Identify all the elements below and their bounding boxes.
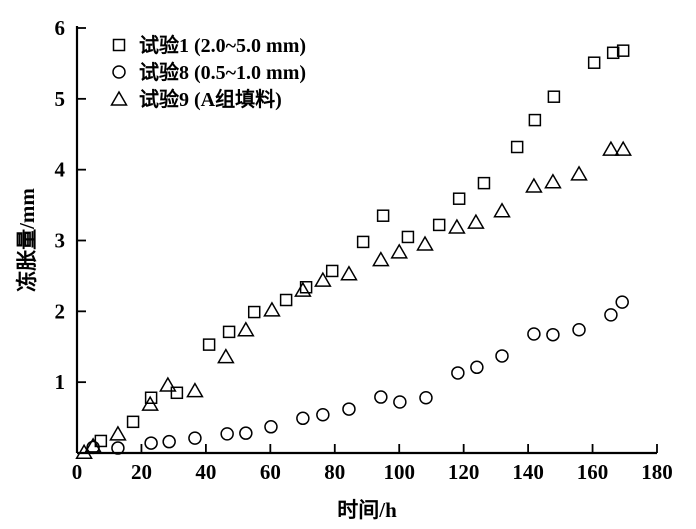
point-triangle-series-3 [159, 376, 177, 392]
x-tick-label: 40 [195, 460, 216, 484]
point-triangle-series-3 [467, 213, 485, 229]
x-tick-label: 20 [131, 460, 152, 484]
point-triangle-series-3 [84, 437, 102, 453]
point-triangle-series-3 [263, 301, 281, 317]
point-circle-series-2 [527, 327, 541, 341]
point-circle-series-2 [264, 420, 278, 434]
legend: 试验1 (2.0~5.0 mm) 试验8 (0.5~1.0 mm) 试验9 (A组填… [110, 33, 306, 111]
point-square-series-1 [528, 113, 542, 127]
point-square-series-1 [126, 415, 140, 429]
x-tick-label: 140 [512, 460, 544, 484]
point-triangle-series-3 [448, 218, 466, 234]
point-circle-series-2 [316, 408, 330, 422]
point-circle-series-2 [374, 390, 388, 404]
y-tick-label: 2 [55, 299, 66, 323]
point-square-series-1 [510, 140, 524, 154]
point-square-series-1 [325, 264, 339, 278]
x-tick-label: 80 [324, 460, 345, 484]
point-circle-series-2 [393, 395, 407, 409]
point-triangle-series-3 [544, 173, 562, 189]
point-circle-series-2 [495, 349, 509, 363]
x-axis-label: 时间/h [337, 498, 397, 522]
point-square-series-1 [202, 338, 216, 351]
point-triangle-series-3 [390, 243, 409, 259]
point-circle-series-2 [162, 434, 176, 449]
point-triangle-series-3 [602, 140, 620, 156]
point-circle-series-2 [86, 440, 100, 455]
legend-marker-circle [112, 65, 126, 79]
point-square-series-1 [477, 176, 491, 190]
point-circle-series-2 [220, 427, 234, 441]
y-tick-label: 5 [55, 87, 66, 111]
point-circle-series-2 [111, 441, 125, 455]
point-circle-series-2 [615, 295, 629, 309]
x-tick-label: 0 [72, 460, 83, 484]
point-square-series-1 [247, 305, 261, 319]
point-triangle-series-3 [570, 165, 588, 181]
point-circle-series-2 [342, 402, 356, 416]
point-triangle-series-3 [109, 425, 127, 441]
x-tick-label: 180 [641, 460, 673, 484]
point-circle-series-2 [144, 436, 158, 450]
point-triangle-series-3 [614, 140, 632, 156]
point-triangle-series-3 [416, 235, 434, 251]
y-tick-label: 3 [55, 229, 66, 253]
point-circle-series-2 [572, 323, 586, 337]
point-triangle-series-3 [294, 281, 312, 297]
point-triangle-series-3 [314, 271, 332, 287]
point-square-series-1 [587, 56, 601, 69]
legend-marker-triangle [110, 90, 128, 106]
data-marks [75, 44, 632, 460]
point-square-series-1 [452, 192, 466, 205]
point-triangle-series-3 [525, 177, 543, 193]
point-triangle-series-3 [237, 321, 255, 337]
y-tick-label: 4 [55, 158, 66, 182]
point-square-series-1 [356, 235, 370, 249]
point-triangle-series-3 [141, 395, 159, 411]
point-triangle-series-3 [372, 251, 390, 267]
point-circle-series-2 [188, 431, 202, 445]
point-square-series-1 [279, 293, 293, 307]
point-square-series-1 [376, 209, 390, 222]
point-circle-series-2 [419, 391, 433, 405]
point-square-series-1 [144, 391, 158, 404]
point-triangle-series-3 [186, 382, 204, 398]
point-circle-series-2 [239, 426, 253, 440]
axes: 0 20 40 60 80 100 120 140 160 180 1 2 3 4 5 6 [55, 16, 673, 484]
point-circle-series-2 [604, 308, 618, 322]
legend-label: 试验9 (A组填料) [139, 87, 282, 111]
point-circle-series-2 [470, 360, 484, 375]
point-triangle-series-3 [493, 202, 511, 218]
x-tick-label: 100 [383, 460, 415, 484]
x-tick-label: 120 [448, 460, 480, 484]
y-tick-label: 6 [55, 16, 66, 40]
point-square-series-1 [606, 46, 620, 60]
point-square-series-1 [616, 44, 630, 57]
y-tick-label: 1 [55, 370, 66, 394]
point-square-series-1 [401, 230, 415, 244]
x-tick-label: 60 [260, 460, 281, 484]
point-square-series-1 [547, 90, 561, 103]
point-circle-series-2 [296, 411, 310, 426]
point-triangle-series-3 [217, 348, 235, 364]
y-axis-label: 冻胀量/mm [15, 188, 39, 292]
legend-label: 试验8 (0.5~1.0 mm) [139, 60, 306, 84]
point-triangle-series-3 [340, 265, 358, 281]
point-circle-series-2 [546, 327, 560, 342]
legend-marker-square [112, 38, 126, 52]
legend-label: 试验1 (2.0~5.0 mm) [139, 33, 306, 57]
point-square-series-1 [170, 386, 184, 400]
point-square-series-1 [94, 434, 108, 448]
point-square-series-1 [432, 218, 446, 232]
point-circle-series-2 [451, 366, 465, 380]
x-tick-label: 160 [577, 460, 609, 484]
point-square-series-1 [222, 325, 236, 339]
